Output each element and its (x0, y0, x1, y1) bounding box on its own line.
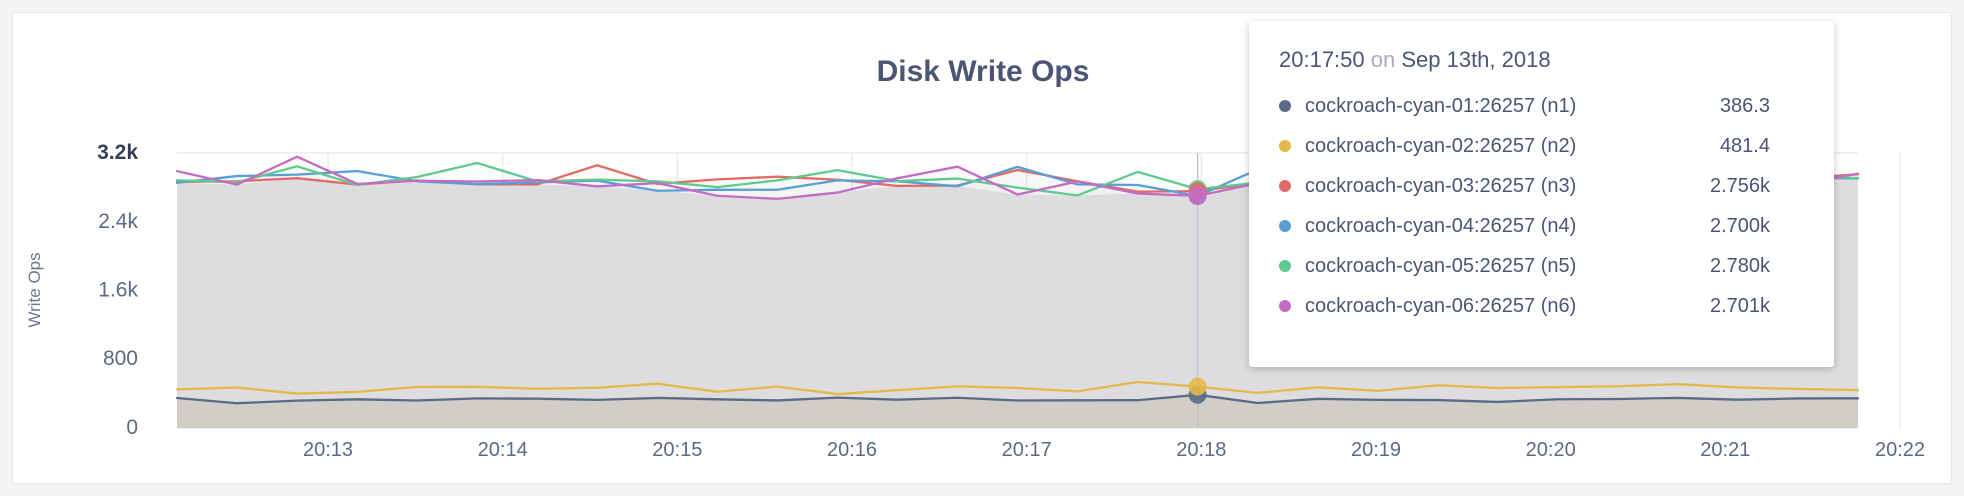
svg-text:800: 800 (103, 347, 138, 370)
svg-text:20:16: 20:16 (827, 439, 877, 461)
svg-text:1.6k: 1.6k (98, 279, 138, 302)
svg-text:20:21: 20:21 (1700, 439, 1750, 461)
svg-text:20:20: 20:20 (1526, 439, 1576, 461)
svg-text:0: 0 (126, 416, 138, 439)
svg-text:2.4k: 2.4k (98, 210, 138, 233)
svg-text:20:22: 20:22 (1875, 439, 1925, 461)
svg-text:20:13: 20:13 (303, 439, 353, 461)
svg-text:20:17: 20:17 (1002, 439, 1052, 461)
svg-text:20:15: 20:15 (652, 439, 702, 461)
svg-text:20:18: 20:18 (1176, 439, 1226, 461)
svg-text:20:14: 20:14 (478, 439, 528, 461)
svg-text:20:19: 20:19 (1351, 439, 1401, 461)
svg-text:3.2k: 3.2k (97, 141, 138, 164)
